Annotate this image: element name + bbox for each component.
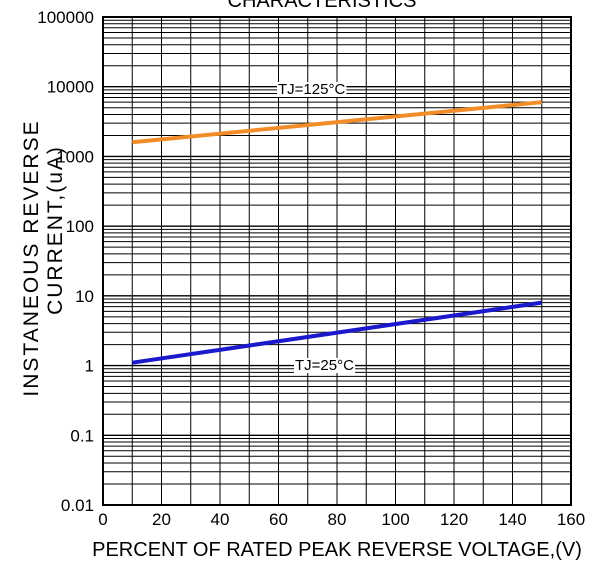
y-tick-label: 10 [75, 287, 94, 306]
x-tick-label: 160 [557, 510, 585, 529]
series-line-25c [131, 300, 543, 365]
y-tick-label: 1 [85, 357, 94, 376]
series-label-25c: TJ=25°C [295, 357, 354, 374]
y-tick-label: 100 [66, 217, 94, 236]
x-tick-label: 100 [381, 510, 409, 529]
y-tick-label: 100000 [37, 8, 94, 27]
series-line-125c [132, 100, 542, 145]
y-tick-label: 10000 [47, 78, 94, 97]
y-tick-label: 0.01 [61, 496, 94, 515]
plot-frame [102, 16, 572, 506]
y-tick-label: 0.1 [70, 426, 94, 445]
series-label-background [294, 358, 356, 373]
y-axis-label-line2: CURRENT,(uA) [44, 145, 67, 315]
x-tick-label: 120 [440, 510, 468, 529]
x-tick-label: 80 [328, 510, 347, 529]
x-tick-labels: 0 20 40 60 80 100 120 140 160 [98, 510, 585, 529]
series-label-background [277, 82, 347, 97]
chart-title: CHARACTERISTICS [228, 0, 417, 12]
y-tick-label: 1000 [56, 147, 94, 166]
series-lines [131, 100, 543, 365]
x-tick-label: 60 [269, 510, 288, 529]
x-tick-label: 20 [152, 510, 171, 529]
x-tick-label: 0 [98, 510, 107, 529]
x-tick-label: 40 [211, 510, 230, 529]
y-tick-labels: 0.01 0.1 1 10 100 1000 10000 100000 [37, 8, 94, 515]
x-tick-label: 140 [498, 510, 526, 529]
y-axis-label-line1: INSTANEOUS REVERSE [20, 119, 43, 396]
series-label-125c: TJ=125°C [278, 81, 345, 98]
x-axis-label: PERCENT OF RATED PEAK REVERSE VOLTAGE,(V… [92, 539, 582, 561]
